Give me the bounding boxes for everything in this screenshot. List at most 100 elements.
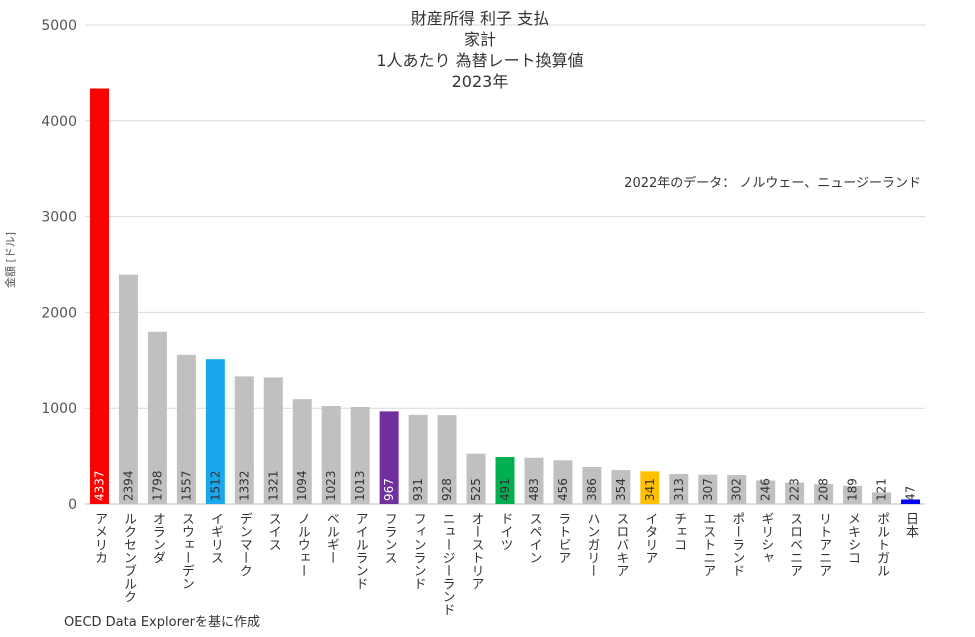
x-tick-label: スペイン [526, 512, 542, 564]
x-tick-label: ノルウェー [295, 512, 310, 577]
value-label: 4337 [92, 470, 106, 501]
x-tick-label: ギリシャ [758, 512, 773, 564]
x-tick-label: スロバキア [613, 512, 629, 577]
value-label: 189 [846, 478, 860, 501]
x-tick-label: イギリス [208, 512, 223, 564]
x-tick-label: ドイツ [498, 512, 513, 551]
value-label: 1023 [324, 470, 338, 501]
y-tick-label: 4000 [41, 114, 77, 130]
x-tick-label: オーストリア [469, 512, 484, 590]
bar [640, 471, 660, 504]
x-tick-label: ポーランド [729, 512, 744, 577]
value-label: 967 [382, 478, 396, 501]
x-tick-label: 日本 [903, 512, 919, 538]
bar [756, 480, 776, 504]
bar [234, 376, 254, 504]
x-tick-label: ハンガリー [584, 512, 599, 577]
value-label: 47 [904, 486, 918, 501]
x-axis-labels: アメリカ ルクセンブルク オランダ スウェーデン イギリス デンマーク スイス ノルウェー ベル… [92, 512, 919, 616]
value-label: 928 [440, 478, 454, 501]
value-label: 456 [556, 478, 570, 501]
title-line-3: 1人あたり 為替レート換算値 [376, 51, 584, 70]
x-tick-label: ルクセンブルク [121, 512, 137, 603]
bar [118, 274, 138, 504]
value-label: 313 [672, 478, 686, 501]
x-tick-label: ニュージーランド [440, 512, 455, 616]
x-tick-label: チェコ [671, 512, 686, 551]
bar [669, 474, 689, 504]
x-tick-label: アイルランド [353, 512, 368, 590]
bar [524, 457, 544, 504]
x-tick-label: ポルトガル [874, 512, 889, 577]
bar [611, 470, 631, 504]
bar [785, 482, 805, 504]
x-tick-label: ベルギー [324, 512, 340, 564]
value-label: 1332 [237, 470, 251, 501]
value-label: 1094 [295, 470, 309, 501]
x-tick-label: スウェーデン [179, 512, 194, 590]
x-tick-label: デンマーク [237, 512, 252, 577]
bar [321, 405, 341, 504]
bar [901, 499, 921, 504]
value-label: 1512 [208, 470, 222, 501]
bar [553, 460, 573, 504]
bar [89, 88, 109, 504]
bar [292, 399, 312, 504]
bar [698, 474, 718, 504]
bar [814, 484, 834, 504]
chart-title: 財産所得 利子 支払 家計 1人あたり 為替レート換算値 2023年 [330, 8, 630, 92]
value-label: 1013 [353, 470, 367, 501]
y-tick-label: 3000 [41, 210, 77, 226]
value-label: 307 [701, 478, 715, 501]
data-note: 2022年のデータ： ノルウェー、ニュージーランド [624, 176, 921, 191]
title-line-1: 財産所得 利子 支払 [410, 9, 550, 28]
bar [263, 377, 283, 504]
x-tick-label: オランダ [150, 512, 165, 564]
y-tick-label: 2000 [41, 305, 77, 321]
bar [495, 456, 515, 504]
value-label: 2394 [121, 470, 135, 501]
x-tick-label: イタリア [642, 512, 657, 564]
y-tick-label: 0 [68, 497, 77, 513]
value-label: 208 [817, 478, 831, 501]
value-label: 302 [730, 478, 744, 501]
bar [408, 414, 428, 504]
value-label: 1798 [150, 470, 164, 501]
value-label: 354 [614, 478, 628, 501]
value-label: 525 [469, 478, 483, 501]
value-label: 121 [875, 478, 889, 501]
y-axis-ticks: 0 1000 2000 3000 4000 5000 [41, 18, 77, 513]
x-tick-label: メキシコ [845, 512, 860, 564]
bar [727, 475, 747, 504]
value-label: 246 [759, 478, 773, 501]
bar [437, 415, 457, 504]
bar [147, 331, 167, 504]
bar [872, 492, 892, 504]
title-line-2: 家計 [463, 30, 496, 49]
value-label: 223 [788, 478, 802, 501]
value-label: 491 [498, 478, 512, 501]
title-line-4: 2023年 [451, 72, 509, 91]
x-tick-label: スロベニア [787, 512, 803, 577]
x-tick-label: フランス [382, 512, 397, 564]
bar [205, 359, 225, 504]
x-tick-label: エストニア [700, 512, 715, 577]
value-label: 386 [585, 478, 599, 501]
value-labels: 4337 2394 1798 1557 1512 1332 1321 1094 1023 1013… [92, 470, 917, 501]
source-note: OECD Data Explorerを基に作成 [64, 615, 260, 630]
bar [176, 354, 196, 504]
x-tick-label: フィンランド [411, 512, 426, 590]
value-label: 341 [643, 478, 657, 501]
x-tick-label: リトアニア [816, 512, 831, 577]
bar [350, 406, 370, 504]
grid-lines [85, 24, 925, 505]
value-label: 1557 [179, 470, 193, 501]
x-tick-label: アメリカ [92, 512, 107, 564]
value-label: 483 [527, 478, 541, 501]
bar [843, 485, 863, 504]
bar [379, 411, 399, 504]
x-tick-label: ラトビア [555, 512, 570, 564]
y-tick-label: 1000 [41, 401, 77, 417]
x-tick-label: スイス [266, 512, 281, 551]
